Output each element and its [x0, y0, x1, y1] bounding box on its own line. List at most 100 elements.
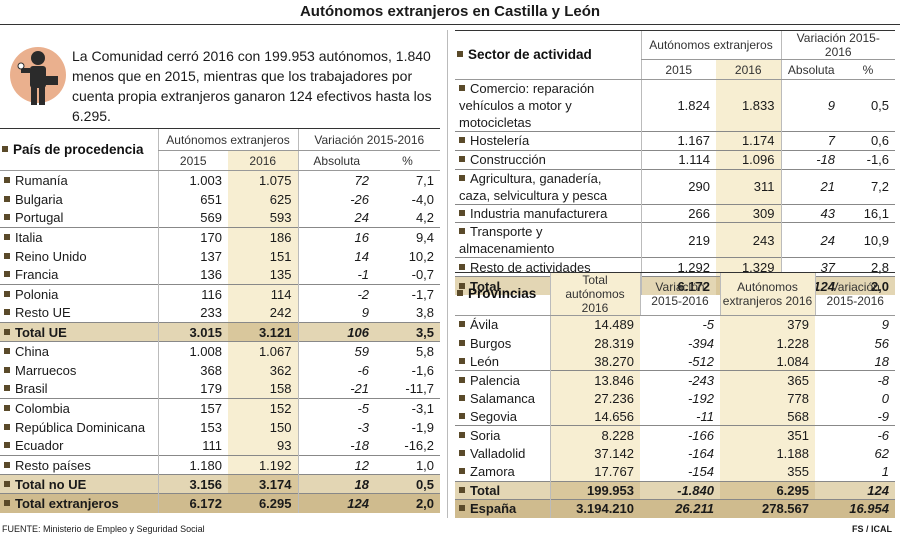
label-text: Zamora [470, 464, 515, 480]
table-row: Burgos 28.319 -394 1.228 56 [455, 333, 895, 353]
cell-value: 24 [780, 222, 841, 258]
bullet [4, 461, 10, 468]
bullet [4, 214, 10, 221]
cell-value: -154 [687, 464, 714, 480]
cell-value: 136 [157, 265, 228, 285]
header-group: Autónomos extranjeros [640, 30, 781, 60]
table-body: Rumanía 1.003 1.075 72 7,1 Bulgaria 651 625 -26 -… [0, 170, 441, 513]
cell-value: 3.174 [228, 474, 298, 494]
cell-value: 593 [228, 208, 298, 228]
label-text: Francia [15, 267, 59, 283]
cell-value: 18 [874, 353, 889, 369]
cell-value: 3,5 [375, 322, 441, 342]
cell-value: 14 [297, 246, 375, 266]
cell-value: 8.228 [549, 425, 640, 445]
bullet [4, 233, 10, 240]
worker-icon [10, 47, 66, 105]
row-label: León [455, 352, 550, 370]
credit: FS / ICAL [852, 524, 892, 534]
row-label: Transporte y almacenamiento [455, 222, 641, 258]
column-header: 2016 [228, 150, 298, 171]
cell-value: 59 [297, 341, 375, 361]
table-row: Italia 170 186 16 9,4 [0, 227, 441, 247]
cell-value: 158 [228, 379, 298, 399]
column-header: 2015 [157, 150, 228, 171]
row-label: Francia [0, 266, 158, 285]
header-row: País de procedencia Autónomos extranjeros… [0, 128, 441, 171]
cell-value: 179 [157, 379, 228, 399]
row-label: República Dominicana [0, 418, 158, 437]
sector-table: Sector de actividad Autónomos extranjeros… [455, 30, 896, 296]
bullet [459, 263, 465, 270]
row-label: Total [455, 480, 550, 500]
row-label: Construcción [455, 149, 641, 170]
cell-value: 1.824 [640, 79, 716, 132]
cell-value: -5 [702, 317, 714, 333]
label-text: Reino Unido [15, 248, 87, 264]
row-label: Portugal [0, 209, 158, 228]
row-label: Polonia [0, 284, 158, 304]
table-row: Soria 8.228 -166 351 -6 [455, 425, 895, 445]
row-label: Reino Unido [0, 247, 158, 266]
label-text: Brasil [15, 381, 48, 397]
cell-value: 3.015 [157, 322, 228, 342]
cell-value: 150 [228, 417, 298, 437]
cell-value: 1.067 [228, 341, 298, 361]
bullet [459, 468, 465, 475]
cell-value: 9 [297, 303, 375, 323]
cell-value: 28.319 [549, 333, 640, 353]
label-text: Resto países [15, 457, 91, 473]
cell-value: 1.075 [228, 170, 298, 190]
table-row: Marruecos 368 362 -6 -1,6 [0, 360, 440, 380]
cell-value: 37 [780, 257, 841, 277]
row-label: Comercio: reparación vehículos a motor y… [455, 80, 641, 132]
cell-value: 153 [157, 417, 228, 437]
cell-value: 1.003 [157, 170, 228, 190]
cell-value: 1.096 [716, 149, 781, 170]
cell-value: 290 [640, 168, 716, 205]
cell-value: 10,2 [408, 248, 435, 264]
cell-value: 3.194.210 [549, 498, 640, 518]
cell-value: 62 [874, 445, 889, 461]
label-text: Salamanca [470, 390, 536, 406]
label-text: Comercio: reparación vehículos a motor y… [459, 81, 595, 130]
label-text: Valladolid [470, 445, 526, 461]
table-row: Industria manufacturera 266 309 43 16,1 [455, 203, 896, 223]
cell-value: 16 [297, 227, 375, 247]
bullet [459, 357, 465, 364]
cell-value: -164 [687, 445, 714, 461]
cell-value: 17.767 [549, 462, 640, 482]
cell-value: 4,2 [415, 210, 435, 226]
bullet [459, 321, 465, 328]
row-label: Resto de actividades [455, 257, 641, 277]
bullet [459, 376, 465, 383]
bullet [459, 486, 465, 493]
cell-value: 16,1 [841, 203, 896, 223]
table-row: Salamanca 27.236 -192 778 0 [455, 389, 895, 408]
subheader-row: 2015 2016 Absoluta% [0, 150, 441, 171]
cell-value: 5,8 [375, 341, 441, 361]
row-label: Hostelería [455, 131, 641, 151]
label-text: Italia [15, 229, 43, 245]
cell-value: -512 [687, 353, 714, 369]
label-text: Provincias [468, 286, 537, 301]
bullet [4, 442, 10, 449]
cell-value: -3 [297, 417, 375, 437]
cell-value: 379 [720, 315, 815, 334]
cell-value: -11,7 [405, 381, 435, 397]
cell-value: 6.295 [720, 480, 815, 500]
label-text: Total no UE [15, 476, 87, 492]
column-header: Variación 2015-2016 [814, 272, 895, 316]
province-table: Provincias Total autónomos 2016 Variación … [455, 272, 895, 518]
cell-value: -9 [877, 408, 889, 424]
cell-value: -0,7 [411, 267, 435, 283]
table-row: Resto UE 233 242 9 3,8 [0, 303, 440, 323]
bullet [459, 209, 465, 216]
cell-value: 0,5 [375, 474, 441, 494]
row-label: Total extranjeros [0, 493, 158, 513]
row-label: Ecuador [0, 437, 158, 456]
country-table: País de procedencia Autónomos extranjeros… [0, 128, 441, 513]
bullet [4, 347, 10, 354]
cell-value: 1.833 [716, 79, 781, 132]
column-header: % [841, 59, 896, 80]
